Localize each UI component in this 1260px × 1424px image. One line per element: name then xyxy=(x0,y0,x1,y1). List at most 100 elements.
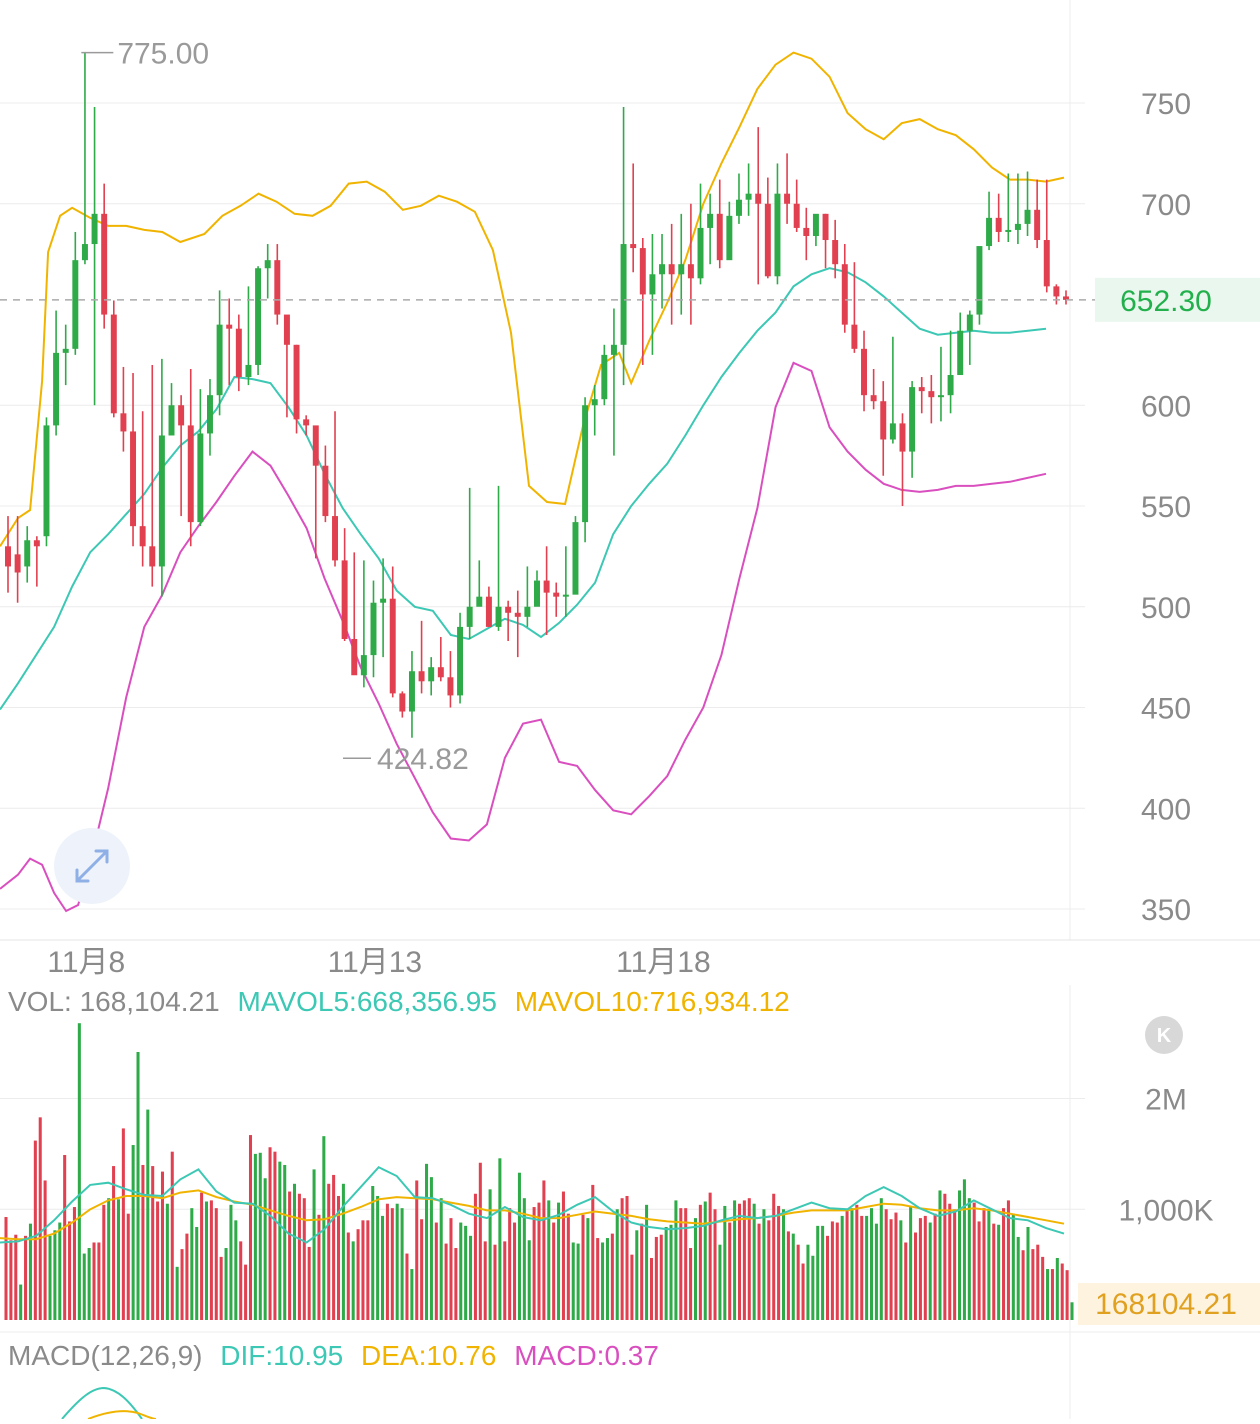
candle[interactable] xyxy=(976,246,983,325)
candle[interactable] xyxy=(130,373,137,547)
expand-arrows-icon[interactable] xyxy=(54,828,130,904)
candle[interactable] xyxy=(1024,171,1031,236)
candle[interactable] xyxy=(909,381,916,478)
candle[interactable] xyxy=(81,52,88,265)
candle[interactable] xyxy=(351,552,358,676)
candle[interactable] xyxy=(495,485,502,631)
candle[interactable] xyxy=(861,330,867,412)
candle[interactable] xyxy=(1053,284,1060,305)
candle[interactable] xyxy=(610,308,617,456)
candle[interactable] xyxy=(158,358,165,597)
candle[interactable] xyxy=(485,586,492,627)
candle[interactable] xyxy=(43,417,50,547)
candle[interactable] xyxy=(1034,179,1041,249)
candle[interactable] xyxy=(1005,173,1012,243)
candle[interactable] xyxy=(947,330,954,414)
candle[interactable] xyxy=(408,651,415,738)
candle[interactable] xyxy=(303,415,310,436)
candle[interactable] xyxy=(207,379,213,456)
candle[interactable] xyxy=(1014,173,1021,245)
candle[interactable] xyxy=(716,179,723,269)
candle[interactable] xyxy=(832,219,839,279)
candle[interactable] xyxy=(630,163,637,273)
candle[interactable] xyxy=(428,657,435,696)
candle[interactable] xyxy=(889,336,896,444)
candle[interactable] xyxy=(101,183,108,329)
candle[interactable] xyxy=(226,298,233,386)
candle[interactable] xyxy=(995,193,1002,243)
candle[interactable] xyxy=(457,612,464,704)
candle[interactable] xyxy=(5,516,11,593)
candle[interactable] xyxy=(899,413,906,506)
candle[interactable] xyxy=(687,203,694,325)
candle[interactable] xyxy=(139,411,146,567)
candle[interactable] xyxy=(418,620,425,694)
candle[interactable] xyxy=(168,383,175,436)
candle[interactable] xyxy=(966,310,973,365)
candle[interactable] xyxy=(110,300,117,418)
candle[interactable] xyxy=(793,179,800,232)
candle[interactable] xyxy=(562,546,569,617)
candle[interactable] xyxy=(14,516,21,603)
candle[interactable] xyxy=(582,397,589,543)
candle[interactable] xyxy=(466,487,473,639)
candle[interactable] xyxy=(255,266,262,376)
candle[interactable] xyxy=(514,590,521,658)
candle[interactable] xyxy=(764,177,771,279)
candle[interactable] xyxy=(880,381,887,476)
candle[interactable] xyxy=(360,560,367,688)
candle[interactable] xyxy=(957,312,964,376)
candle[interactable] xyxy=(755,127,762,285)
candle[interactable] xyxy=(187,368,194,547)
candle[interactable] xyxy=(784,153,791,224)
candle[interactable] xyxy=(322,445,329,523)
candle[interactable] xyxy=(1063,290,1069,305)
candle[interactable] xyxy=(437,636,444,682)
candle[interactable] xyxy=(986,191,993,251)
candle[interactable] xyxy=(639,238,646,365)
candle[interactable] xyxy=(553,582,560,617)
candle[interactable] xyxy=(707,193,714,265)
candle[interactable] xyxy=(870,368,877,410)
candle[interactable] xyxy=(245,286,252,386)
candle[interactable] xyxy=(697,183,704,285)
candle[interactable] xyxy=(543,546,550,635)
candle[interactable] xyxy=(235,314,242,392)
candle[interactable] xyxy=(149,364,156,587)
candle[interactable] xyxy=(216,290,223,416)
candle[interactable] xyxy=(620,107,627,386)
candle[interactable] xyxy=(72,231,79,355)
candle[interactable] xyxy=(332,411,338,567)
candle[interactable] xyxy=(534,570,540,607)
candle[interactable] xyxy=(341,528,348,642)
candle[interactable] xyxy=(380,558,387,658)
candle[interactable] xyxy=(841,244,848,333)
candle[interactable] xyxy=(24,526,31,583)
candle[interactable] xyxy=(264,244,271,299)
candle[interactable] xyxy=(505,600,512,642)
candle[interactable] xyxy=(736,173,742,224)
candle[interactable] xyxy=(274,244,281,325)
candle[interactable] xyxy=(120,366,127,452)
candle[interactable] xyxy=(62,324,69,386)
candle[interactable] xyxy=(678,213,685,315)
candle[interactable] xyxy=(928,375,935,424)
candle[interactable] xyxy=(178,395,185,517)
k-badge-button[interactable]: K xyxy=(1145,1016,1183,1054)
candle[interactable] xyxy=(572,516,579,595)
candle[interactable] xyxy=(812,213,819,247)
candle[interactable] xyxy=(851,262,858,353)
candle[interactable] xyxy=(659,233,666,309)
candle[interactable] xyxy=(283,314,290,418)
candle[interactable] xyxy=(601,344,608,406)
candle[interactable] xyxy=(524,566,531,627)
candle[interactable] xyxy=(33,536,40,587)
candle[interactable] xyxy=(370,580,377,678)
candle[interactable] xyxy=(399,691,406,718)
candle[interactable] xyxy=(312,425,319,559)
candle[interactable] xyxy=(745,163,752,216)
candle[interactable] xyxy=(822,213,829,269)
candle[interactable] xyxy=(389,566,396,698)
candle[interactable] xyxy=(726,201,733,261)
